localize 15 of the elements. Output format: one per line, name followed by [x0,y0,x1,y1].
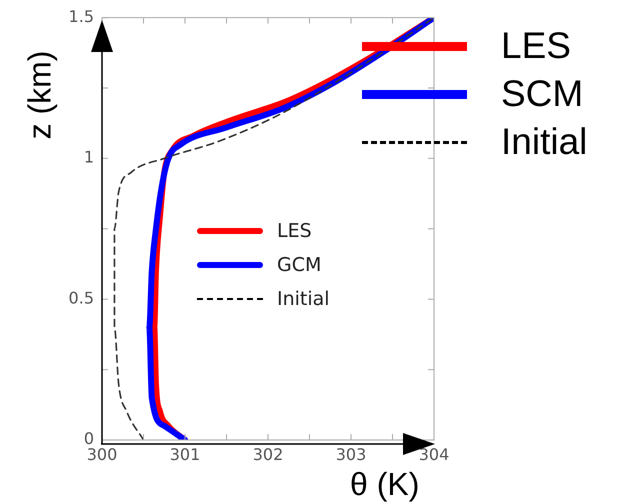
x-tick-label: 302 [252,444,284,464]
x-axis-title: θ (K) [350,466,420,502]
annotation: GCM [277,254,322,276]
y-tick-label: 1 [84,148,94,167]
y-tick-label: 1.5 [68,6,94,26]
x-tick-label: 304 [418,444,450,464]
legend-label: SCM [501,73,584,115]
text: Initial [501,121,588,163]
annotation: Initial [277,288,330,310]
y-tick-label: 0.5 [68,288,94,308]
x-tick-label: 303 [336,444,366,464]
annotation: LES [277,220,312,242]
x-tick-label: 301 [170,444,200,464]
legend-label: LES [501,25,571,67]
y-axis-title: z (km) [22,50,58,140]
